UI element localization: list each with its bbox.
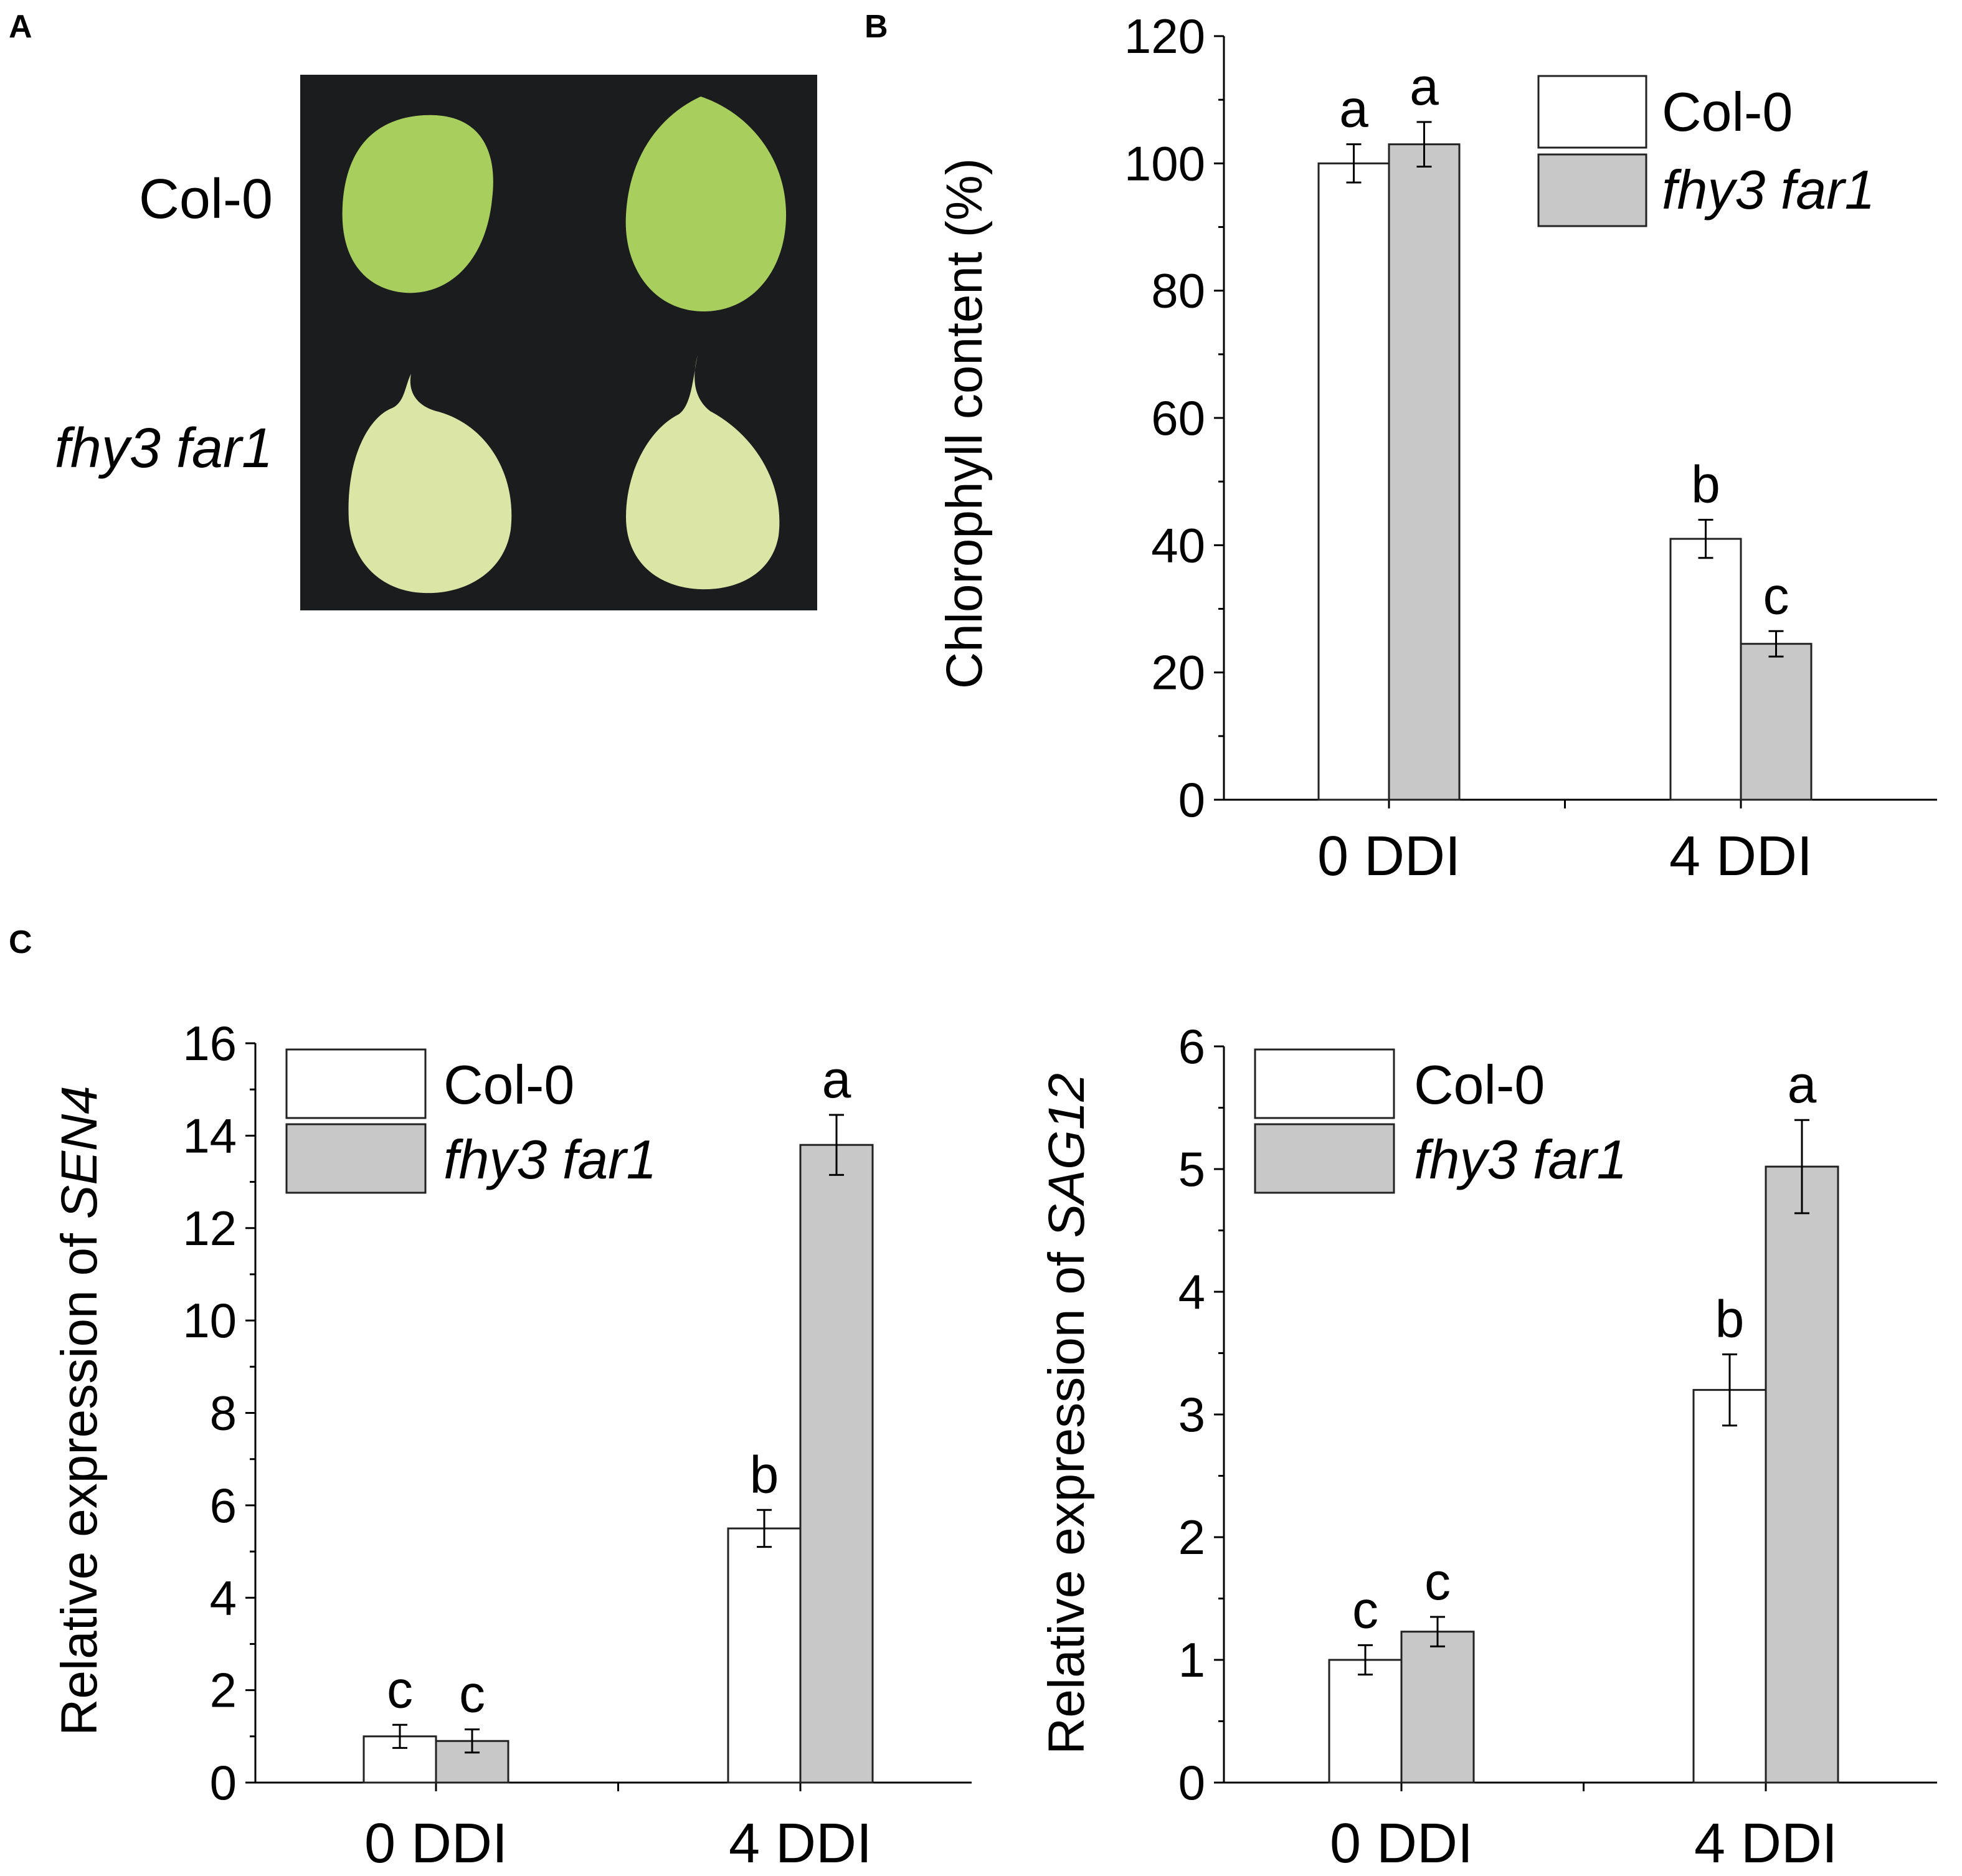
y-ticks-sag12: 0 1 2 3 4 5 6 (1178, 1019, 1224, 1810)
legend-swatch-mutant (285, 1123, 427, 1194)
panel-label-b: B (865, 9, 888, 45)
x-tick-label: 4 DDI (1669, 825, 1813, 888)
y-axis-label-prefix: Relative expression of (1038, 1238, 1095, 1755)
y-axis-label-gene: SAG12 (1038, 1073, 1095, 1238)
significance-letter: a (1339, 80, 1368, 138)
y-tick-label: 6 (210, 1478, 237, 1533)
legend-label-col0: Col-0 (443, 1054, 574, 1116)
y-tick-label: 20 (1151, 645, 1205, 700)
y-tick-label: 14 (182, 1108, 237, 1163)
significance-letter: c (1352, 1580, 1378, 1639)
leaf-mutant-right (626, 355, 780, 590)
significance-letter: b (1691, 455, 1720, 513)
significance-letter: a (1410, 57, 1439, 116)
photo-row-label-mutant: fhy3 far1 (55, 417, 273, 480)
y-tick-label: 10 (182, 1293, 237, 1348)
legend-swatch-mutant (1254, 1123, 1395, 1194)
significance-letter: b (750, 1445, 779, 1504)
leaf-photo: Col-0 fhy3 far1 (55, 75, 817, 610)
bars-b: a b a c (1317, 57, 1813, 808)
y-axis-label-b: Chlorophyll content (%) (936, 158, 993, 689)
legend-swatch-mutant (1537, 153, 1647, 227)
y-tick-label: 8 (210, 1386, 237, 1441)
x-tick-label: 0 DDI (364, 1812, 508, 1875)
chart-b: Chlorophyll content (%) 020406080100120 … (936, 9, 1937, 888)
significance-letter: a (822, 1050, 851, 1109)
significance-letter: c (1763, 566, 1789, 625)
y-tick-label: 2 (210, 1663, 237, 1718)
bar-col0-0 (1317, 162, 1390, 801)
legend-b: Col-0 fhy3 far1 (1537, 75, 1875, 227)
y-tick-label: 60 (1151, 391, 1205, 445)
y-ticks-sen4: 0 2 4 6 8 10 12 14 16 (182, 1016, 255, 1810)
y-axis-label-sen4: Relative expression of SEN4 (51, 1086, 108, 1736)
y-tick-label: 4 (210, 1570, 237, 1625)
y-tick-label: 12 (182, 1201, 237, 1256)
leaf-col0-left (342, 115, 493, 293)
y-tick-label: 40 (1151, 518, 1205, 572)
bar-mutant-1 (1740, 643, 1813, 801)
y-tick-label: 0 (1178, 1755, 1205, 1810)
y-tick-label: 16 (182, 1016, 237, 1071)
legend-swatch-col0 (1537, 75, 1647, 149)
significance-letter: c (1424, 1552, 1451, 1611)
y-tick-label: 5 (1178, 1142, 1205, 1196)
y-axis-label-prefix: Relative expression of (51, 1219, 108, 1736)
y-tick-label: 0 (210, 1755, 237, 1810)
y-tick-label: 4 (1178, 1264, 1205, 1319)
bar-mutant-0 (1400, 1631, 1475, 1784)
legend-label-mutant: fhy3 far1 (443, 1129, 656, 1190)
leaf-col0-right (625, 97, 787, 311)
y-axis-label-gene: SEN4 (51, 1086, 108, 1219)
bar-col0-0 (1328, 1659, 1403, 1784)
legend-label-col0: Col-0 (1662, 81, 1793, 143)
bars-sen4: c b c a (363, 1050, 874, 1791)
y-tick-label: 80 (1151, 263, 1205, 318)
significance-letter: b (1715, 1289, 1745, 1348)
legend-label-mutant: fhy3 far1 (1662, 159, 1875, 220)
bar-mutant-1 (799, 1144, 874, 1784)
bar-mutant-0 (1388, 143, 1461, 801)
panel-label-a: A (9, 9, 32, 45)
bars-sag12: c b c a (1328, 1055, 1839, 1791)
bar-col0-1 (727, 1527, 802, 1784)
y-tick-label: 3 (1178, 1387, 1205, 1442)
panel-label-c: C (9, 924, 32, 960)
y-tick-label: 0 (1178, 772, 1205, 827)
y-tick-label: 6 (1178, 1019, 1205, 1074)
bar-mutant-1 (1765, 1165, 1839, 1784)
y-ticks-b: 0 20 40 60 80 100 120 (1124, 9, 1224, 827)
x-tick-label: 4 DDI (1694, 1812, 1837, 1875)
legend-sag12: Col-0 fhy3 far1 (1254, 1048, 1627, 1194)
leaf-mutant-left (348, 374, 512, 594)
legend-label-mutant: fhy3 far1 (1414, 1129, 1627, 1190)
x-tick-label: 0 DDI (1317, 825, 1461, 888)
legend-swatch-col0 (1254, 1048, 1395, 1119)
photo-row-label-col0: Col-0 (139, 168, 273, 230)
legend-swatch-col0 (285, 1048, 427, 1119)
x-tick-label: 0 DDI (1330, 1812, 1473, 1875)
y-tick-label: 1 (1178, 1632, 1205, 1687)
chart-c-sen4: Relative expression of SEN4 0 2 4 6 8 10 12 14 1… (51, 1016, 972, 1875)
y-axis-label-sag12: Relative expression of SAG12 (1038, 1073, 1095, 1755)
y-tick-label: 100 (1124, 136, 1205, 191)
legend-label-col0: Col-0 (1414, 1054, 1545, 1116)
legend-sen4: Col-0 fhy3 far1 (285, 1048, 656, 1194)
x-tick-label: 4 DDI (729, 1812, 872, 1875)
significance-letter: a (1788, 1055, 1817, 1114)
bar-col0-1 (1692, 1389, 1767, 1784)
y-tick-label: 2 (1178, 1510, 1205, 1565)
y-tick-label: 120 (1124, 9, 1205, 64)
significance-letter: c (387, 1660, 413, 1718)
bar-col0-1 (1669, 538, 1742, 801)
significance-letter: c (459, 1665, 485, 1723)
